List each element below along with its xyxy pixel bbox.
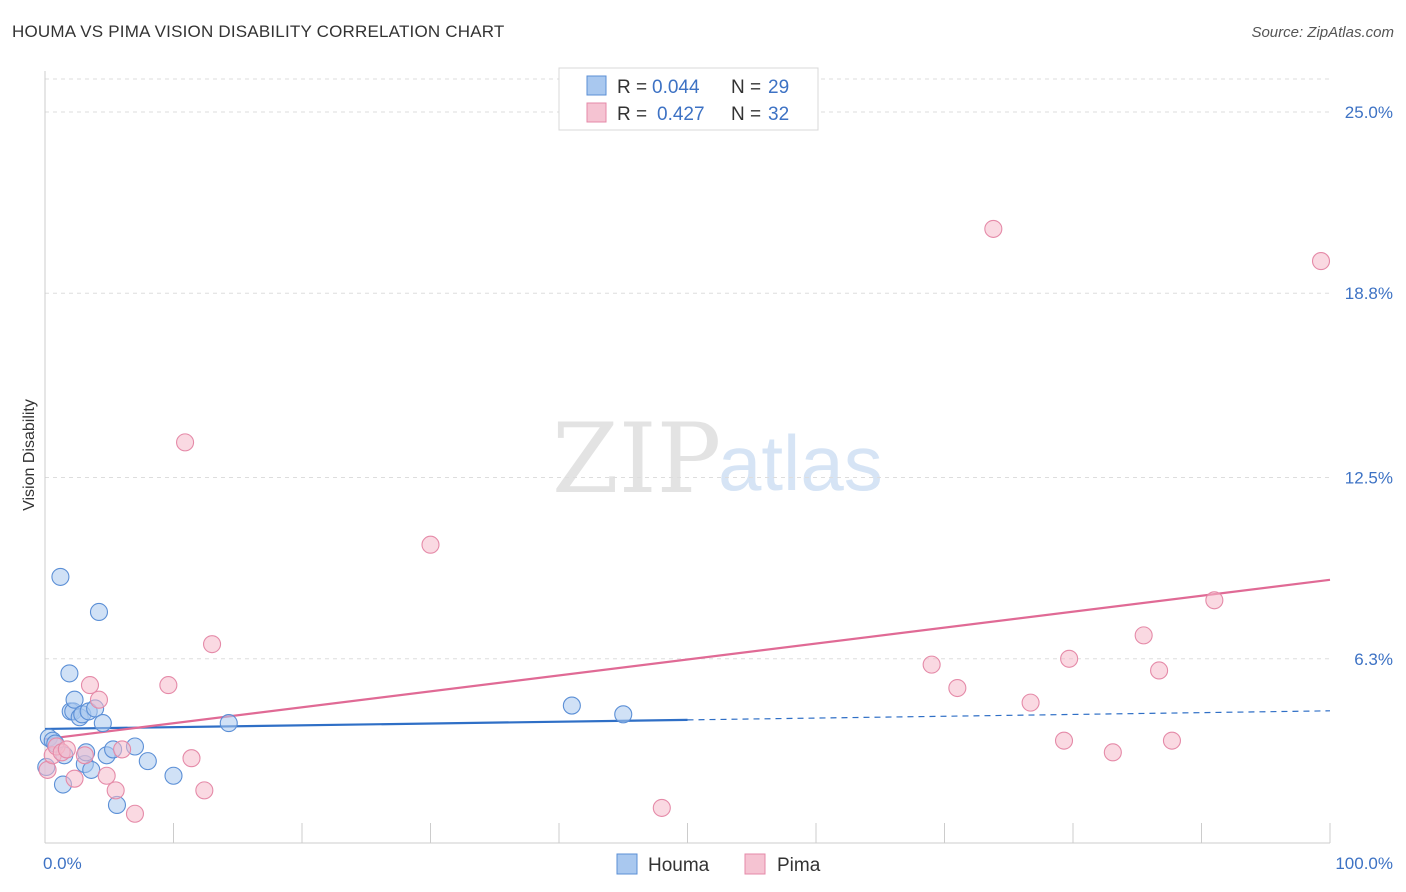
watermark-atlas: atlas bbox=[718, 419, 883, 507]
point-pima-4 bbox=[57, 740, 76, 759]
trend-lines bbox=[44, 578, 1331, 741]
bottom-legend-label-pima: Pima bbox=[777, 855, 821, 876]
point-pima-15 bbox=[182, 749, 201, 768]
legend-r-value-houma: 0.044 bbox=[652, 77, 700, 98]
trend-line-pima bbox=[44, 578, 1331, 741]
legend-n-label-pima: N = bbox=[731, 104, 761, 125]
y-tick-label-0: 6.3% bbox=[1354, 650, 1393, 669]
point-pima-29 bbox=[1162, 731, 1181, 750]
point-pima-26 bbox=[1103, 743, 1122, 762]
point-pima-18 bbox=[421, 535, 440, 554]
trend-line-houma bbox=[44, 718, 688, 731]
point-pima-20 bbox=[922, 655, 941, 674]
bottom-legend-swatch-pima bbox=[744, 853, 766, 875]
watermark-zip: ZIP bbox=[552, 403, 721, 515]
point-pima-5 bbox=[65, 769, 84, 788]
point-pima-30 bbox=[1205, 591, 1224, 610]
source-credit: Source: ZipAtlas.com bbox=[1251, 24, 1394, 41]
x-tick-label-1: 100.0% bbox=[1335, 854, 1393, 873]
grid-lines bbox=[45, 78, 1330, 660]
bottom-legend: Houma Pima bbox=[616, 853, 821, 876]
y-tick-label-1: 12.5% bbox=[1345, 468, 1393, 487]
x-tick-labels: 0.0% 100.0% bbox=[43, 854, 1393, 873]
legend-r-label-pima: R = bbox=[617, 104, 647, 125]
point-houma-6 bbox=[60, 664, 79, 683]
legend-n-value-pima: 32 bbox=[768, 104, 789, 125]
legend-r-label-houma: R = bbox=[617, 77, 647, 98]
point-houma-25 bbox=[219, 714, 238, 733]
point-pima-19 bbox=[652, 798, 671, 817]
y-tick-label-3: 25.0% bbox=[1345, 103, 1393, 122]
point-pima-22 bbox=[984, 219, 1003, 238]
axes bbox=[44, 71, 1331, 844]
point-houma-27 bbox=[614, 705, 633, 724]
legend-swatch-houma bbox=[586, 75, 607, 96]
point-houma-3 bbox=[51, 567, 70, 586]
point-pima-13 bbox=[159, 676, 178, 695]
point-pima-8 bbox=[89, 690, 109, 709]
data-points bbox=[37, 219, 1331, 823]
point-pima-25 bbox=[1060, 649, 1079, 668]
point-pima-31 bbox=[1311, 252, 1331, 271]
point-pima-21 bbox=[948, 678, 967, 698]
point-pima-14 bbox=[176, 433, 195, 452]
point-pima-11 bbox=[113, 740, 132, 759]
point-pima-16 bbox=[195, 781, 214, 800]
point-houma-18 bbox=[93, 714, 112, 733]
x-tick-label-0: 0.0% bbox=[43, 854, 82, 873]
trend-line-dashed-houma bbox=[687, 710, 1331, 721]
point-pima-28 bbox=[1150, 661, 1169, 680]
legend-box: R = 0.044 N = 29 R = 0.427 N = 32 bbox=[558, 67, 819, 131]
legend-n-value-houma: 29 bbox=[768, 77, 789, 98]
point-houma-23 bbox=[138, 752, 157, 771]
chart-title: HOUMA VS PIMA VISION DISABILITY CORRELAT… bbox=[12, 22, 505, 41]
point-pima-9 bbox=[97, 766, 116, 785]
legend-n-label-houma: N = bbox=[731, 77, 761, 98]
y-axis-label: Vision Disability bbox=[21, 399, 38, 511]
legend-r-value-pima: 0.427 bbox=[657, 104, 705, 125]
bottom-legend-label-houma: Houma bbox=[648, 855, 710, 876]
point-pima-27 bbox=[1134, 626, 1153, 645]
y-tick-label-2: 18.8% bbox=[1345, 284, 1393, 303]
bottom-legend-swatch-houma bbox=[616, 853, 638, 875]
point-pima-17 bbox=[203, 635, 222, 654]
point-pima-10 bbox=[106, 781, 125, 800]
point-pima-6 bbox=[75, 746, 94, 765]
point-houma-26 bbox=[562, 696, 581, 715]
legend-swatch-pima bbox=[586, 102, 607, 123]
point-houma-17 bbox=[89, 602, 109, 622]
point-houma-24 bbox=[164, 766, 183, 785]
point-pima-7 bbox=[80, 676, 100, 695]
point-houma-9 bbox=[65, 690, 84, 709]
y-tick-labels: 6.3% 12.5% 18.8% 25.0% bbox=[1345, 103, 1393, 669]
point-pima-24 bbox=[1054, 731, 1074, 750]
point-pima-12 bbox=[125, 804, 144, 823]
point-pima-23 bbox=[1021, 693, 1040, 712]
